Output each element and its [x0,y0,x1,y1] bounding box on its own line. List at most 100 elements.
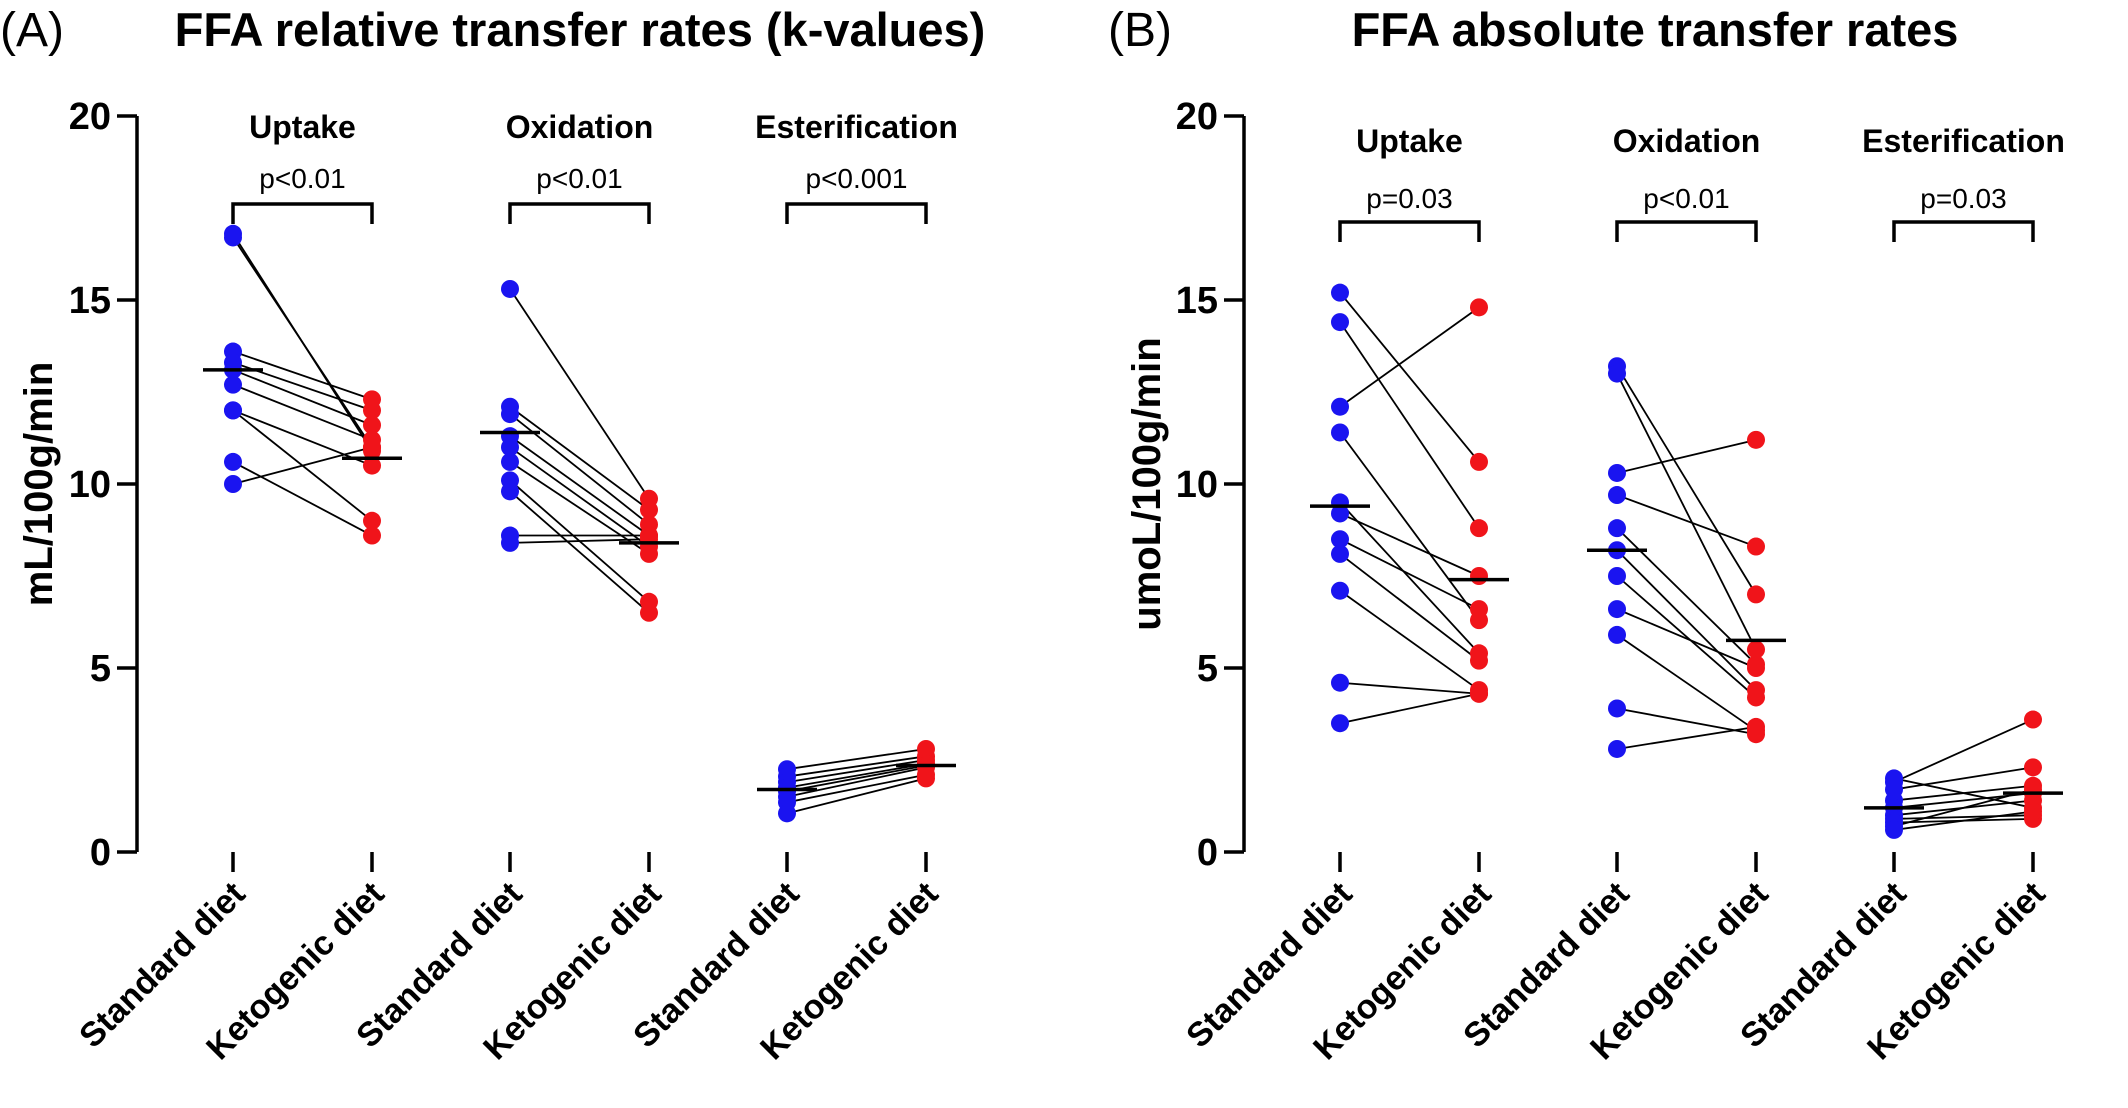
panel-a-ytick-label-3: 15 [69,280,111,322]
panel-b-uptake-ketogenic-point-2 [1470,298,1488,317]
panel-a-uptake-standard-point-5 [224,375,242,394]
panel-b-oxidation-pair-line-8 [1616,634,1757,732]
panel-a-esterification-pair-line-5 [786,766,927,798]
panel-b-oxidation-pair-line-10 [1616,725,1757,750]
panel-a-uptake-pair-line-8 [232,461,373,537]
panel-b-oxidation-ketogenic-point-7 [1747,659,1765,677]
panel-a-oxidation-pair-line-7 [509,490,650,614]
panel-a-uptake-pair-line-4 [232,369,373,426]
panel-a-oxidation-standard-point-2 [501,405,519,424]
panel-b-uptake-ketogenic-point-6 [1470,600,1488,619]
panel-b-uptake-ketogenic-point-5 [1470,567,1488,585]
panel-b-oxidation-standard-point-2 [1608,463,1626,482]
panel-b-esterification-pvalue: p=0.03 [1920,183,2006,214]
panel-b-oxidation-pair-line-0 [1616,365,1757,595]
panel-b-uptake-pvalue: p=0.03 [1366,183,1452,214]
panel-b-oxidation-standard-point-9 [1608,699,1626,718]
panel-b-esterification-bracket [1892,220,2035,242]
panel-b-oxidation-standard-point-8 [1608,625,1626,644]
panel-a-oxidation-pair-line-1 [509,405,650,511]
panel-b-oxidation-standard-point-3 [1608,486,1626,505]
panel-a-uptake-ketogenic-point-6 [363,456,381,475]
panel-a-oxidation-pair-line-3 [509,435,650,537]
panel-b-letter: (B) [1108,4,1172,57]
panel-a-oxidation-standard-point-7 [501,482,519,501]
panel-a-esterification-pvalue: p<0.001 [806,163,908,194]
panel-a-oxidation-ketogenic-point-1 [640,500,658,519]
panel-b-oxidation-standard-point-10 [1608,739,1626,758]
panel-a-uptake-bracket [231,202,374,224]
panel-a-uptake-ketogenic-point-3 [363,401,381,420]
panel-b-uptake-bracket [1338,220,1481,242]
panel-a-uptake-standard-point-1 [224,228,242,247]
panel-b-oxidation-ketogenic-point-0 [1747,585,1765,604]
panel-b-oxidation-label: Oxidation [1613,123,1761,159]
panel-a-esterification-bracket [785,202,928,224]
panel-a-esterification-pair-line-7 [786,777,927,815]
panel-b-uptake-pair-line-8 [1339,589,1480,691]
panel-a-esterification-pair-line-0 [786,748,927,771]
panel-a-esterification-pair-line-3 [786,762,927,789]
panel-b-ytick-label-0: 0 [1197,832,1218,874]
panel-b-oxidation-ketogenic-point-1 [1747,640,1765,659]
panel-a-oxidation-standard-point-9 [501,533,519,552]
panel-b-oxidation-bracket [1615,220,1758,242]
panel-b-oxidation-pvalue: p<0.01 [1643,183,1729,214]
panel-b-uptake-pair-line-6 [1339,538,1480,610]
panel-a-esterification-pair-line-1 [786,755,927,778]
panel-b-uptake-ketogenic-point-7 [1470,651,1488,670]
panel-a-uptake-ketogenic-point-9 [363,438,381,457]
panel-a-oxidation-ketogenic-point-5 [640,544,658,563]
panel-b-ylabel: umoL/100g/min [1125,337,1169,630]
panel-a-title: FFA relative transfer rates (k-values) [175,3,986,56]
panel-b-oxidation-pair-line-2 [1616,438,1757,474]
panel-a-esterification-ketogenic-point-7 [917,769,935,788]
panel-b-oxidation-pair-line-3 [1616,494,1757,548]
panel-b-oxidation-standard-point-1 [1608,364,1626,383]
panel-b-oxidation-ketogenic-point-3 [1747,537,1765,556]
panel-a-esterification-standard-point-7 [778,804,796,823]
panel-a-uptake-ketogenic-point-4 [363,416,381,435]
panel-b-oxidation-standard-point-4 [1608,519,1626,538]
panel-b-uptake-pair-line-2 [1339,306,1480,408]
panel-b-uptake-pair-line-0 [1339,292,1480,463]
panel-a-oxidation-standard-point-5 [501,452,519,471]
panel-a-uptake-standard-point-7 [224,401,242,420]
panel-a-uptake-pair-line-6 [232,409,373,467]
panel-a-oxidation-ketogenic-point-7 [640,603,658,622]
panel-a-esterification-label: Esterification [755,109,958,145]
panel-a-ytick-label-4: 20 [69,96,111,138]
panel-a-oxidation-label: Oxidation [506,109,654,145]
panel-a-uptake-standard-point-8 [224,452,242,471]
panel-b-ytick-label-2: 10 [1176,464,1218,506]
panel-a-oxidation-pair-line-9 [509,538,650,544]
panel-b-uptake-pair-line-3 [1339,431,1480,621]
panel-b-esterification-pair-line-3 [1893,784,2034,802]
panel-b-uptake-ketogenic-point-0 [1470,452,1488,471]
panel-a-oxidation-ketogenic-point-9 [640,530,658,549]
panel-b-uptake-standard-point-3 [1331,423,1349,442]
panel-b-oxidation-pair-line-5 [1616,549,1757,691]
panel-b-oxidation-ketogenic-point-6 [1747,688,1765,707]
panel-b-uptake-standard-point-9 [1331,673,1349,692]
panel-b-uptake-label: Uptake [1356,123,1463,159]
panel-a-uptake-pvalue: p<0.01 [259,163,345,194]
panel-b-oxidation-ketogenic-point-2 [1747,430,1765,449]
panel-b-oxidation-standard-point-6 [1608,567,1626,585]
panel-b-ytick-label-4: 20 [1176,96,1218,138]
panel-b-uptake-standard-point-6 [1331,530,1349,549]
panel-a-uptake-label: Uptake [249,109,356,145]
panel-b-uptake-standard-point-0 [1331,283,1349,302]
panel-b-uptake-standard-point-1 [1331,313,1349,332]
panel-a-ylabel: mL/100g/min [17,362,61,607]
panel-b-ytick-label-3: 15 [1176,280,1218,322]
panel-a-oxidation-pair-line-5 [509,461,650,555]
panel-b-uptake-standard-point-10 [1331,714,1349,733]
panel-b-title: FFA absolute transfer rates [1352,3,1959,56]
panel-b-esterification-ketogenic-point-9 [2024,802,2042,821]
panel-a-uptake-standard-point-9 [224,475,242,493]
panel-b-oxidation-pair-line-6 [1616,575,1757,699]
panel-b-esterification-ketogenic-point-2 [2024,758,2042,777]
